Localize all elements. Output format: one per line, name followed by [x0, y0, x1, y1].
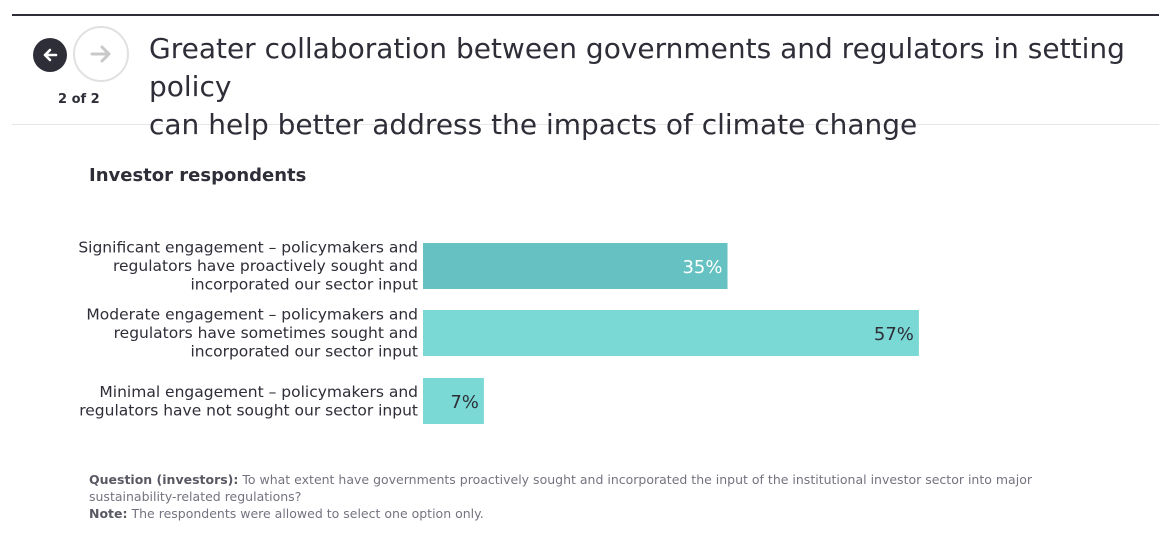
- note-text: The respondents were allowed to select o…: [127, 506, 484, 521]
- chart-notes: Question (investors): To what extent hav…: [89, 471, 1089, 522]
- category-label-line: regulators have proactively sought and: [113, 257, 418, 275]
- title-line-1: Greater collaboration between government…: [149, 32, 1125, 103]
- note-label: Note:: [89, 506, 128, 521]
- category-label-line: Significant engagement – policymakers an…: [78, 239, 418, 257]
- bar-value-label: 7%: [450, 392, 479, 413]
- chart-title: Investor respondents: [89, 165, 307, 186]
- slide-counter: 2 of 2: [58, 92, 100, 107]
- previous-button[interactable]: [33, 38, 67, 72]
- category-label-line: regulators have sometimes sought and: [114, 324, 418, 342]
- category-label: Significant engagement – policymakers an…: [78, 239, 418, 294]
- bar: [423, 310, 919, 356]
- arrow-right-icon: [90, 45, 111, 63]
- category-label: Minimal engagement – policymakers and reg…: [79, 383, 418, 420]
- category-label: Moderate engagement – policymakers and re…: [86, 306, 418, 361]
- top-rule: [12, 14, 1159, 16]
- header: 2 of 2 Greater collaboration between gov…: [12, 16, 1159, 141]
- category-label-line: Moderate engagement – policymakers and: [86, 306, 418, 324]
- category-label-line: incorporated our sector input: [190, 343, 418, 361]
- category-label-line: incorporated our sector input: [190, 276, 418, 294]
- category-label-line: regulators have not sought our sector in…: [79, 401, 418, 419]
- bar: [423, 243, 728, 289]
- bar: [423, 378, 484, 424]
- question-label: Question (investors):: [89, 472, 239, 487]
- arrow-left-icon: [43, 48, 58, 62]
- page-title: Greater collaboration between government…: [149, 30, 1149, 144]
- category-label-line: Minimal engagement – policymakers and: [99, 383, 418, 401]
- next-button[interactable]: [73, 26, 129, 82]
- question-text: To what extent have governments proactiv…: [89, 472, 1032, 504]
- bar-value-label: 35%: [682, 257, 722, 278]
- bar-value-label: 57%: [874, 324, 914, 345]
- title-line-2: can help better address the impacts of c…: [149, 108, 918, 141]
